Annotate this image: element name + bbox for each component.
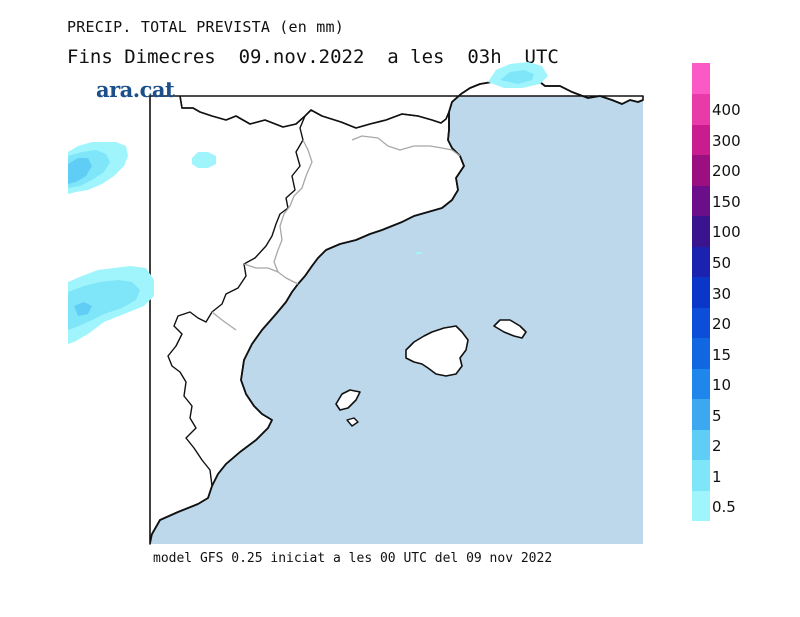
legend-swatch bbox=[692, 459, 710, 491]
legend-swatch bbox=[692, 185, 710, 217]
border-line bbox=[179, 95, 450, 129]
legend-swatch bbox=[692, 276, 710, 308]
legend-label: 5 bbox=[712, 406, 722, 425]
precip-area-spot bbox=[192, 152, 216, 168]
precip-area-west bbox=[68, 266, 154, 344]
legend-swatch bbox=[692, 154, 710, 186]
legend-swatch bbox=[692, 246, 710, 278]
legend-label: 200 bbox=[712, 162, 741, 181]
legend-swatch bbox=[692, 490, 710, 522]
legend-swatch bbox=[692, 215, 710, 247]
precip-area-north bbox=[488, 62, 548, 88]
map-subtitle: Fins Dimecres 09.nov.2022 a les 03h UTC bbox=[67, 46, 559, 68]
ara-cat-logo: ara.cat bbox=[96, 77, 175, 102]
legend-swatch bbox=[692, 337, 710, 369]
legend-swatch bbox=[692, 307, 710, 339]
model-run-caption: model GFS 0.25 iniciat a les 00 UTC del … bbox=[153, 551, 553, 566]
legend-label: 0.5 bbox=[712, 498, 736, 517]
legend-label: 300 bbox=[712, 131, 741, 150]
legend-swatch bbox=[692, 398, 710, 430]
island-formentera bbox=[346, 417, 359, 427]
legend-swatch bbox=[692, 368, 710, 400]
province-border bbox=[211, 135, 461, 331]
legend-label: 20 bbox=[712, 315, 732, 334]
legend-label: 10 bbox=[712, 376, 732, 395]
island-ibiza bbox=[335, 389, 361, 411]
legend-swatch bbox=[692, 124, 710, 156]
region-border bbox=[167, 115, 306, 487]
map-title: PRECIP. TOTAL PREVISTA (en mm) bbox=[67, 18, 344, 36]
legend-label: 30 bbox=[712, 284, 732, 303]
island-majorca bbox=[405, 325, 469, 377]
legend-label: 150 bbox=[712, 192, 741, 211]
island-minorca bbox=[493, 319, 527, 339]
precip-area-northwest bbox=[68, 142, 128, 194]
legend-swatch bbox=[692, 93, 710, 125]
legend-label: 50 bbox=[712, 253, 732, 272]
legend-swatch bbox=[692, 63, 710, 95]
legend-swatch bbox=[692, 429, 710, 461]
legend-label: 1 bbox=[712, 467, 722, 486]
legend-label: 100 bbox=[712, 223, 741, 242]
legend-label: 400 bbox=[712, 101, 741, 120]
precip-speck bbox=[416, 252, 422, 254]
legend-label: 15 bbox=[712, 345, 732, 364]
legend-label: 2 bbox=[712, 437, 722, 456]
